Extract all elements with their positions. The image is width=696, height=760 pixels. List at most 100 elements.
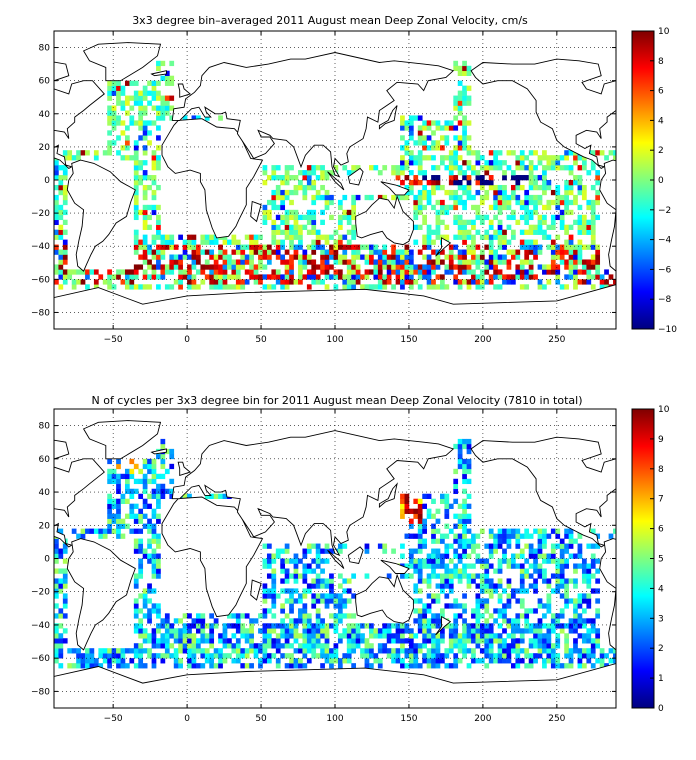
- bin-cell: [502, 189, 507, 196]
- bin-cell: [284, 189, 290, 196]
- bin-cell: [444, 623, 450, 629]
- bin-cell: [58, 274, 64, 280]
- bin-cell: [124, 284, 130, 290]
- bin-cell: [311, 219, 317, 225]
- bin-cell: [528, 533, 534, 539]
- bin-cell: [542, 170, 547, 176]
- bin-cell: [320, 209, 325, 216]
- bin-cell: [142, 463, 148, 470]
- bin-cell: [191, 234, 197, 240]
- bin-cell: [404, 120, 410, 126]
- bin-cell: [519, 583, 525, 589]
- bin-cell: [590, 204, 596, 211]
- coastline: [378, 482, 398, 508]
- bin-cell: [58, 269, 64, 275]
- bin-cell: [550, 653, 556, 659]
- bin-cell: [315, 274, 321, 280]
- bin-cell: [613, 155, 616, 161]
- bin-cell: [568, 598, 574, 604]
- bin-cell: [204, 638, 210, 644]
- bin-cell: [404, 648, 410, 654]
- bin-cell: [484, 279, 490, 285]
- bin-cell: [280, 603, 286, 609]
- bin-cell: [129, 80, 135, 86]
- bin-cell: [209, 658, 215, 664]
- bin-cell: [271, 199, 277, 206]
- bin-cell: [564, 633, 569, 639]
- bin-cell: [156, 543, 161, 549]
- bin-cell: [342, 194, 348, 201]
- bin-cell: [466, 528, 472, 534]
- bin-cell: [156, 608, 161, 614]
- bin-cell: [533, 528, 538, 534]
- bin-cell: [306, 284, 312, 290]
- bin-cell: [209, 638, 215, 644]
- bin-cell: [497, 578, 503, 584]
- bin-cell: [138, 563, 144, 569]
- bin-cell: [462, 608, 467, 614]
- bin-cell: [431, 618, 436, 624]
- bin-cell: [475, 593, 481, 599]
- bin-cell: [444, 603, 450, 609]
- bin-cell: [515, 219, 521, 225]
- bin-cell: [244, 663, 250, 669]
- bin-cell: [555, 663, 561, 669]
- bin-cell: [546, 593, 552, 599]
- bin-cell: [590, 160, 596, 166]
- bin-cell: [524, 648, 530, 654]
- bin-cell: [471, 170, 476, 176]
- bin-cell: [542, 543, 547, 549]
- bin-cell: [200, 249, 206, 255]
- bin-cell: [417, 274, 423, 280]
- bin-cell: [493, 284, 498, 290]
- bin-cell: [116, 513, 121, 519]
- bin-cell: [280, 229, 286, 235]
- bin-cell: [342, 249, 348, 255]
- bin-cell: [564, 663, 569, 669]
- bin-cell: [506, 648, 512, 654]
- coastline: [54, 439, 105, 548]
- bin-cell: [502, 254, 507, 260]
- bin-cell: [124, 513, 130, 519]
- bin-cell: [422, 618, 427, 624]
- bin-cell: [422, 175, 427, 181]
- bin-cell: [408, 548, 414, 554]
- bin-cell: [213, 618, 219, 624]
- bin-cell: [422, 523, 427, 529]
- bin-cell: [298, 593, 303, 599]
- bin-cell: [417, 140, 423, 146]
- bin-cell: [377, 249, 383, 255]
- bin-cell: [559, 573, 565, 579]
- bin-cell: [595, 568, 601, 574]
- bin-cell: [546, 578, 552, 584]
- bin-cell: [400, 284, 405, 290]
- bin-cell: [142, 194, 148, 201]
- coastline: [470, 436, 616, 548]
- bin-cell: [298, 274, 303, 280]
- bin-cell: [306, 563, 312, 569]
- bin-cell: [453, 533, 459, 539]
- bin-cell: [599, 279, 605, 285]
- bin-cell: [590, 543, 596, 549]
- bin-cell: [156, 160, 161, 166]
- bin-cell: [382, 643, 388, 649]
- bin-cell: [222, 653, 228, 659]
- bin-cell: [515, 628, 521, 634]
- bin-cell: [351, 254, 357, 260]
- bin-cell: [555, 543, 561, 549]
- bin-cell: [506, 279, 512, 285]
- bin-cell: [422, 264, 427, 270]
- bin-cell: [249, 244, 254, 250]
- bin-cell: [457, 648, 463, 654]
- bin-cell: [462, 548, 467, 554]
- bin-cell: [577, 279, 583, 285]
- bin-cell: [258, 249, 263, 255]
- bin-cell: [453, 274, 459, 280]
- bin-cell: [555, 155, 561, 161]
- bin-cell: [471, 239, 476, 245]
- bin-cell: [138, 573, 144, 579]
- bin-cell: [435, 254, 441, 260]
- bin-cell: [302, 175, 308, 181]
- bin-cell: [400, 264, 405, 270]
- bin-cell: [466, 100, 472, 106]
